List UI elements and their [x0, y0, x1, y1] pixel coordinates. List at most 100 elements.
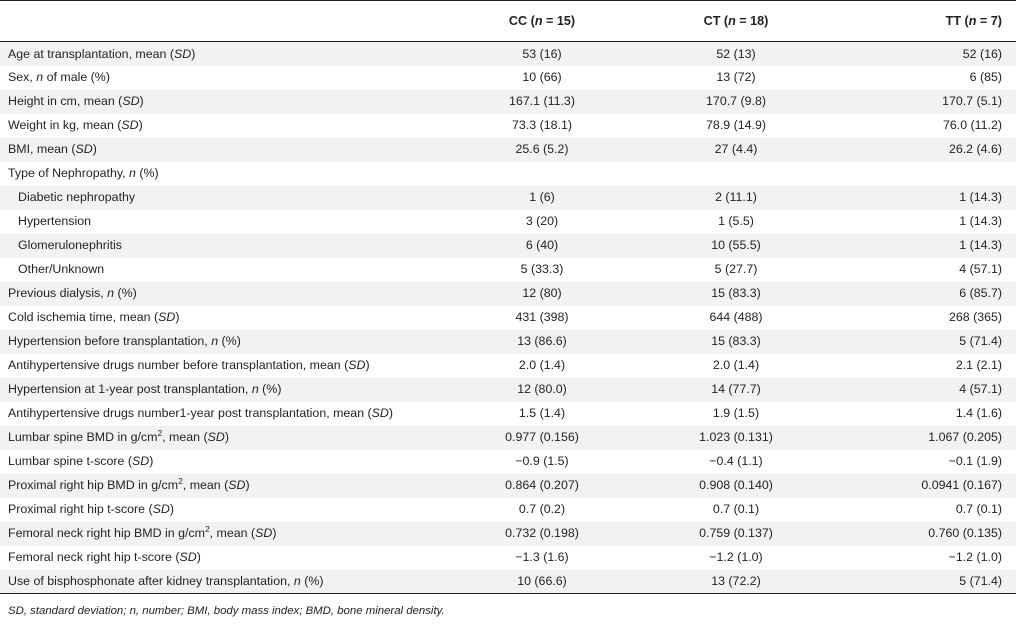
cell-tt: 1.067 (0.205): [928, 430, 1002, 445]
table-row: Hypertension before transplantation, n (…: [0, 329, 1016, 354]
cell-ct: [639, 162, 833, 186]
cell-tt: 0.760 (0.135): [928, 526, 1002, 541]
table-row: Femoral neck right hip t-score (SD) −1.3 …: [0, 546, 1016, 570]
cell-cc: 10 (66): [522, 70, 562, 85]
row-label: Femoral neck right hip BMD in g/cm2, mea…: [8, 524, 277, 541]
cell-ct: −1.2 (1.0): [709, 550, 763, 565]
cell-tt: 0.7 (0.1): [955, 502, 1002, 517]
row-label: Type of Nephropathy, n (%): [8, 166, 159, 181]
cell-tt: [833, 162, 1016, 186]
table-row: Antihypertensive drugs number before tra…: [0, 354, 1016, 378]
table-row: Proximal right hip BMD in g/cm2, mean (S…: [0, 473, 1016, 498]
cell-cc: [445, 162, 639, 186]
cell-cc: 12 (80.0): [517, 382, 567, 397]
row-label: Lumbar spine BMD in g/cm2, mean (SD): [8, 428, 229, 445]
row-label: Diabetic nephropathy: [18, 190, 136, 205]
cell-ct: 1.023 (0.131): [699, 430, 773, 445]
cell-ct: 0.759 (0.137): [699, 526, 773, 541]
table-row: Diabetic nephropathy 1 (6) 2 (11.1) 1 (14.3…: [0, 185, 1016, 210]
cell-cc: 73.3 (18.1): [512, 118, 572, 133]
cell-cc: −0.9 (1.5): [515, 454, 569, 469]
cell-tt: 1 (14.3): [959, 190, 1002, 205]
cell-tt: 4 (57.1): [959, 262, 1002, 277]
table-footnote: SD, standard deviation; n, number; BMI, …: [8, 605, 445, 617]
cell-cc: 0.864 (0.207): [505, 478, 579, 493]
cell-cc: 13 (86.6): [517, 334, 567, 349]
row-label: Lumbar spine t-score (SD): [8, 454, 154, 469]
row-label: Other/Unknown: [18, 262, 105, 277]
cell-tt: 5 (71.4): [959, 334, 1002, 349]
row-label: Previous dialysis, n (%): [8, 286, 137, 301]
cell-cc: 431 (398): [515, 310, 569, 325]
row-label: Hypertension before transplantation, n (…: [8, 334, 241, 349]
cell-ct: 1.9 (1.5): [712, 406, 760, 421]
cell-cc: −1.3 (1.6): [515, 550, 569, 565]
column-header-ct: CT (n = 18): [639, 0, 833, 42]
table-row: Proximal right hip t-score (SD) 0.7 (0.2)…: [0, 498, 1016, 522]
column-header-label: [0, 0, 445, 42]
row-label: BMI, mean (SD): [8, 142, 97, 157]
row-label: Height in cm, mean (SD): [8, 94, 144, 109]
cell-cc: 1 (6): [529, 190, 555, 205]
cell-tt: 170.7 (5.1): [942, 94, 1002, 109]
table-row: Hypertension 3 (20) 1 (5.5) 1 (14.3): [0, 210, 1016, 234]
table-row: BMI, mean (SD) 25.6 (5.2) 27 (4.4) 26.2 (4.…: [0, 137, 1016, 162]
cell-ct: 52 (13): [716, 46, 756, 61]
cell-tt: 1.4 (1.6): [955, 406, 1002, 421]
cell-tt: 52 (16): [962, 46, 1002, 61]
column-header-cc: CC (n = 15): [445, 0, 639, 42]
table-row: Lumbar spine BMD in g/cm2, mean (SD) 0.97…: [0, 425, 1016, 450]
cell-tt: 1 (14.3): [959, 238, 1002, 253]
table-row: Age at transplantation, mean (SD) 53 (16)…: [0, 41, 1016, 66]
cell-tt: −1.2 (1.0): [948, 550, 1002, 565]
row-label: Antihypertensive drugs number1-year post…: [8, 406, 394, 421]
cell-tt: 4 (57.1): [959, 382, 1002, 397]
cell-cc: 0.977 (0.156): [505, 430, 579, 445]
row-label: Glomerulonephritis: [18, 238, 122, 253]
cell-tt: 0.0941 (0.167): [921, 478, 1002, 493]
cell-tt: 268 (365): [948, 310, 1002, 325]
table-row: Use of bisphosphonate after kidney trans…: [0, 569, 1016, 594]
cell-tt: 5 (71.4): [959, 574, 1002, 589]
row-label: Cold ischemia time, mean (SD): [8, 310, 180, 325]
column-header-tt: TT (n = 7): [833, 0, 1016, 42]
cell-cc: 2.0 (1.4): [518, 358, 566, 373]
row-label: Age at transplantation, mean (SD): [8, 46, 196, 61]
table-header-row: CC (n = 15) CT (n = 18) TT (n = 7): [0, 0, 1016, 42]
cell-cc: 10 (66.6): [517, 574, 567, 589]
cell-ct: 0.7 (0.1): [712, 502, 760, 517]
row-label: Sex, n of male (%): [8, 70, 110, 85]
cell-ct: 27 (4.4): [714, 142, 758, 157]
cell-cc: 0.732 (0.198): [505, 526, 579, 541]
row-label: Hypertension: [18, 214, 92, 229]
row-label: Femoral neck right hip t-score (SD): [8, 550, 201, 565]
cell-cc: 0.7 (0.2): [518, 502, 566, 517]
cell-ct: 1 (5.5): [718, 214, 754, 229]
row-label: Proximal right hip BMD in g/cm2, mean (S…: [8, 476, 250, 493]
cell-ct: −0.4 (1.1): [709, 454, 763, 469]
cell-tt: 1 (14.3): [959, 214, 1002, 229]
table-row: Hypertension at 1-year post transplantat…: [0, 377, 1016, 402]
table-row: Glomerulonephritis 6 (40) 10 (55.5) 1 (14.3…: [0, 233, 1016, 258]
cell-tt: 6 (85.7): [959, 286, 1002, 301]
cell-cc: 1.5 (1.4): [518, 406, 566, 421]
characteristics-table: CC (n = 15) CT (n = 18) TT (n = 7) Age at …: [0, 0, 1016, 594]
cell-ct: 15 (83.3): [711, 334, 761, 349]
cell-tt: 26.2 (4.6): [948, 142, 1002, 157]
table-row: Lumbar spine t-score (SD) −0.9 (1.5) −0.4 …: [0, 450, 1016, 474]
cell-tt: −0.1 (1.9): [948, 454, 1002, 469]
cell-ct: 170.7 (9.8): [706, 94, 766, 109]
row-label: Use of bisphosphonate after kidney trans…: [8, 574, 324, 589]
row-label: Proximal right hip t-score (SD): [8, 502, 174, 517]
cell-ct: 13 (72): [716, 70, 756, 85]
table-row: Antihypertensive drugs number1-year post…: [0, 402, 1016, 426]
table-row: Femoral neck right hip BMD in g/cm2, mea…: [0, 521, 1016, 546]
table-row: Other/Unknown 5 (33.3) 5 (27.7) 4 (57.1): [0, 258, 1016, 282]
cell-tt: 6 (85): [969, 70, 1002, 85]
row-label: Antihypertensive drugs number before tra…: [8, 358, 370, 373]
cell-cc: 5 (33.3): [520, 262, 564, 277]
cell-ct: 15 (83.3): [711, 286, 761, 301]
table-row: Sex, n of male (%) 10 (66) 13 (72) 6 (85): [0, 66, 1016, 90]
cell-ct: 5 (27.7): [714, 262, 758, 277]
